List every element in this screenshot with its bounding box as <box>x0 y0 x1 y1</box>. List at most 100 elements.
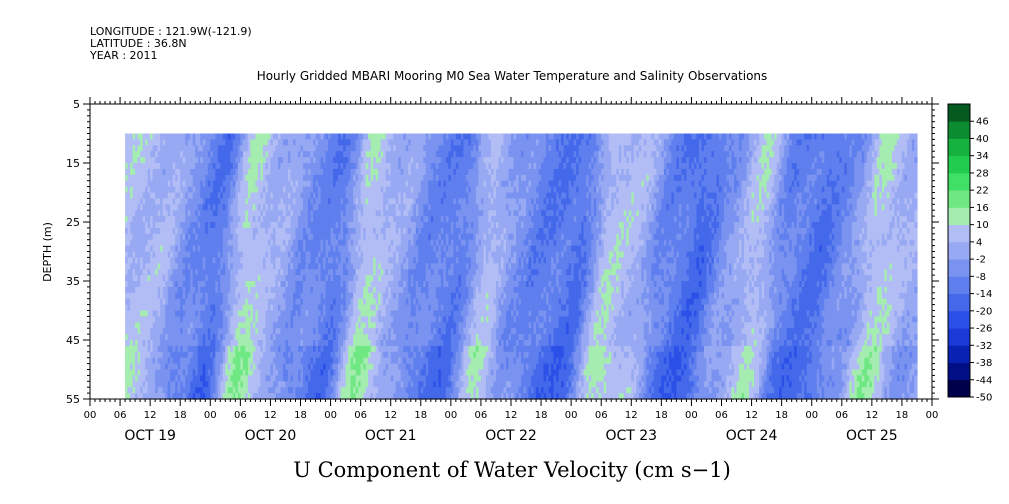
heatmap-cell <box>125 275 129 282</box>
heatmap-cell <box>162 334 166 341</box>
heatmap-cell <box>175 216 179 223</box>
heatmap-cell <box>132 363 136 371</box>
heatmap-cell <box>132 192 136 199</box>
heatmap-cell <box>187 245 191 253</box>
heatmap-cell <box>170 168 174 176</box>
heatmap-cell <box>155 239 159 247</box>
heatmap-cell <box>167 222 171 229</box>
heatmap-cell <box>185 168 189 176</box>
heatmap-cell <box>127 174 131 182</box>
heatmap-cell <box>185 310 189 317</box>
heatmap-cell <box>155 286 159 294</box>
heatmap-cell <box>145 192 149 199</box>
heatmap-cell <box>140 375 144 382</box>
heatmap-cell <box>130 381 134 388</box>
heatmap-cell <box>140 133 144 140</box>
heatmap-cell <box>170 369 174 376</box>
heatmap-cell <box>125 351 129 359</box>
heatmap-cell <box>165 163 169 170</box>
heatmap-cell <box>137 151 141 158</box>
heatmap-cell <box>182 263 186 270</box>
heatmap-cell <box>155 216 159 223</box>
heatmap-cell <box>180 286 184 294</box>
heatmap-cell <box>165 351 169 359</box>
heatmap-cell <box>170 310 174 317</box>
heatmap-cell <box>187 281 191 288</box>
heatmap-cell <box>130 322 134 329</box>
heatmap-cell <box>175 204 179 211</box>
heatmap-cell <box>150 310 154 317</box>
heatmap-cell <box>155 233 159 241</box>
heatmap-cell <box>172 263 176 270</box>
heatmap-cell <box>160 239 164 247</box>
heatmap-cell <box>127 275 131 282</box>
heatmap-cell <box>160 168 164 176</box>
heatmap-cell <box>147 298 151 306</box>
heatmap-cell <box>125 133 129 140</box>
heatmap-cell <box>150 369 154 376</box>
heatmap-cell <box>157 133 161 140</box>
heatmap-cell <box>155 210 159 217</box>
heatmap-cell <box>180 151 184 158</box>
heatmap-cell <box>155 180 159 188</box>
heatmap-cell <box>145 281 149 288</box>
heatmap-cell <box>167 186 171 194</box>
heatmap-cell <box>152 381 156 388</box>
heatmap-cell <box>127 239 131 247</box>
heatmap-cell <box>157 340 161 347</box>
heatmap-cell <box>160 139 164 146</box>
heatmap-cell <box>137 233 141 241</box>
heatmap-cell <box>162 198 166 205</box>
heatmap-cell <box>165 222 169 229</box>
heatmap-cell <box>170 351 174 359</box>
heatmap-cell <box>157 316 161 323</box>
heatmap-cell <box>135 351 139 359</box>
heatmap-cell <box>185 328 189 335</box>
heatmap-cell <box>165 275 169 282</box>
heatmap-cell <box>142 340 146 347</box>
heatmap-cell <box>187 369 191 376</box>
heatmap-cell <box>162 204 166 211</box>
heatmap-cell <box>132 174 136 182</box>
heatmap-cell <box>157 369 161 376</box>
heatmap-cell <box>155 328 159 335</box>
heatmap-cell <box>140 216 144 223</box>
heatmap-cell <box>125 363 129 371</box>
heatmap-cell <box>165 133 169 140</box>
heatmap-cell <box>140 340 144 347</box>
heatmap-cell <box>182 192 186 199</box>
heatmap-cell <box>160 204 164 211</box>
heatmap-cell <box>162 257 166 264</box>
heatmap-cell <box>187 222 191 229</box>
heatmap-cell <box>147 251 151 258</box>
heatmap-cell <box>147 198 151 205</box>
heatmap-cell <box>187 316 191 323</box>
heatmap-cell <box>190 222 194 229</box>
heatmap-cell <box>157 351 161 359</box>
heatmap-cell <box>142 263 146 270</box>
heatmap-cell <box>150 245 154 253</box>
heatmap-cell <box>140 269 144 276</box>
heatmap-cell <box>185 381 189 388</box>
heatmap-cell <box>165 393 169 400</box>
heatmap-cell <box>167 304 171 312</box>
heatmap-cell <box>172 216 176 223</box>
heatmap-cell <box>165 251 169 258</box>
heatmap-cell <box>157 363 161 371</box>
heatmap-cell <box>182 363 186 371</box>
heatmap-cell <box>157 145 161 152</box>
heatmap-cell <box>130 292 134 300</box>
heatmap-cell <box>170 316 174 323</box>
heatmap-cell <box>180 328 184 335</box>
heatmap-cell <box>162 168 166 176</box>
heatmap-cell <box>150 216 154 223</box>
heatmap-cell <box>170 340 174 347</box>
longitude-label: LONGITUDE : 121.9W(-121.9) <box>90 25 252 38</box>
heatmap-cell <box>157 168 161 176</box>
heatmap-cell <box>130 263 134 270</box>
heatmap-cell <box>182 286 186 294</box>
heatmap-cell <box>140 227 144 235</box>
heatmap-cell <box>172 375 176 382</box>
heatmap-cell <box>155 381 159 388</box>
heatmap-cell <box>127 328 131 335</box>
